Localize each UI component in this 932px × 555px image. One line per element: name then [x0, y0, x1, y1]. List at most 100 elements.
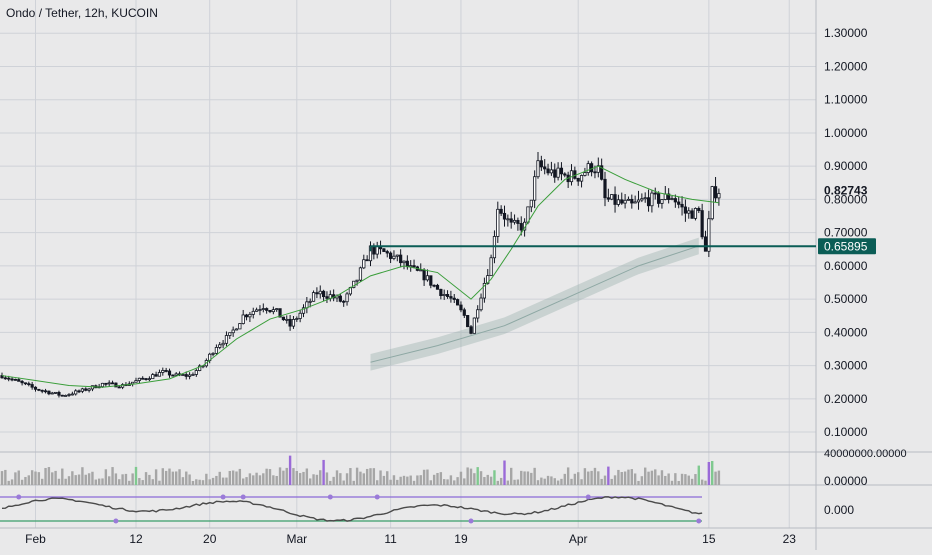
volume-bar	[242, 478, 245, 485]
oscillator-marker	[113, 518, 119, 524]
candle-body	[40, 389, 44, 392]
candle-body	[161, 370, 165, 373]
trend-band-area	[370, 237, 699, 371]
y-tick-label: 0.10000	[824, 425, 868, 439]
y-tick-label: 0.30000	[824, 359, 868, 373]
candle-body	[563, 173, 567, 176]
candle-body	[214, 347, 218, 354]
volume-bar	[617, 469, 620, 485]
candle-body	[445, 294, 450, 297]
volume-bar	[325, 472, 329, 485]
candle-body	[295, 318, 299, 320]
volume-bar	[34, 471, 37, 485]
volume-bar	[124, 473, 128, 485]
y-tick-label: 1.30000	[824, 26, 868, 40]
volume-bar	[154, 469, 158, 485]
volume-bar	[637, 480, 640, 485]
volume-bar	[463, 478, 466, 485]
volume-bar	[644, 467, 647, 485]
volume-bar	[138, 478, 141, 485]
candle-body	[248, 313, 252, 318]
volume-bar	[349, 468, 352, 485]
oscillator-axis-label: 0.00000	[824, 474, 868, 488]
candle-body	[318, 290, 322, 295]
volume-bar	[101, 478, 104, 485]
volume-bar	[546, 475, 550, 485]
candle-body	[489, 257, 493, 277]
candle-body	[606, 197, 610, 200]
volume-bar	[151, 479, 154, 485]
candle-body	[576, 177, 580, 182]
volume-bar	[486, 474, 489, 485]
volume-bar	[218, 471, 221, 485]
candle-body	[690, 210, 694, 219]
volume-bar	[235, 471, 238, 485]
candle-body	[0, 375, 4, 379]
volume-bar	[386, 471, 389, 485]
candle-body	[121, 384, 125, 388]
volume-bar	[456, 477, 459, 485]
volume-bar	[379, 470, 382, 485]
candle-body	[697, 208, 701, 212]
candle-body	[573, 170, 577, 179]
volume-bar	[44, 467, 47, 485]
y-tick-label: 0.80000	[824, 192, 868, 206]
candle-body	[30, 384, 34, 388]
candle-body	[241, 314, 245, 324]
candle-body	[265, 308, 269, 311]
candle-body	[586, 163, 590, 173]
candle-body	[134, 380, 138, 383]
candle-body	[167, 370, 172, 376]
y-tick-label: 0.50000	[824, 292, 868, 306]
candle-body	[512, 219, 517, 223]
volume-bar	[613, 475, 617, 485]
candle-body	[100, 382, 105, 388]
volume-bar	[466, 467, 469, 485]
volume-bar	[352, 480, 355, 485]
volume-bar	[61, 468, 64, 485]
candle-body	[43, 390, 48, 393]
volume-bar	[315, 474, 319, 485]
candle-body	[194, 370, 198, 375]
x-tick-label: 19	[454, 532, 468, 546]
volume-bar	[704, 480, 707, 485]
candle-body	[184, 374, 188, 377]
volume-bar	[526, 471, 530, 485]
candle-body	[482, 282, 487, 299]
volume-bar	[520, 470, 523, 485]
candle-body	[110, 382, 115, 385]
candle-body	[315, 292, 319, 295]
volume-bar	[396, 479, 399, 485]
volume-bar	[677, 480, 680, 485]
y-tick-label: 1.10000	[824, 93, 868, 107]
volume-bar	[104, 469, 108, 485]
volume-bar	[573, 473, 577, 485]
volume-bar	[700, 479, 704, 485]
x-tick-label: Feb	[25, 532, 46, 546]
volume-bar	[158, 480, 161, 485]
candle-body	[308, 300, 312, 303]
candle-body	[338, 295, 342, 302]
volume-bar	[17, 470, 20, 485]
volume-bar	[426, 469, 429, 485]
candle-body	[288, 318, 292, 327]
candle-body	[643, 197, 647, 200]
volume-bar	[543, 478, 546, 485]
candle-body	[462, 309, 466, 316]
volume-bar	[51, 472, 54, 485]
volume-bar	[87, 473, 91, 485]
candle-body	[402, 260, 406, 264]
candle-body	[20, 380, 24, 384]
candle-body	[298, 312, 302, 319]
volume-bar	[275, 475, 278, 485]
candle-body	[80, 388, 84, 392]
candle-body	[657, 193, 661, 204]
volume-bar	[67, 476, 71, 485]
candle-body	[603, 178, 607, 199]
volume-bar	[168, 468, 171, 485]
candle-body	[452, 297, 456, 300]
candle-body	[365, 259, 369, 262]
volume-bar	[211, 477, 215, 485]
volume-bar	[640, 476, 644, 485]
volume-bar	[258, 475, 262, 485]
